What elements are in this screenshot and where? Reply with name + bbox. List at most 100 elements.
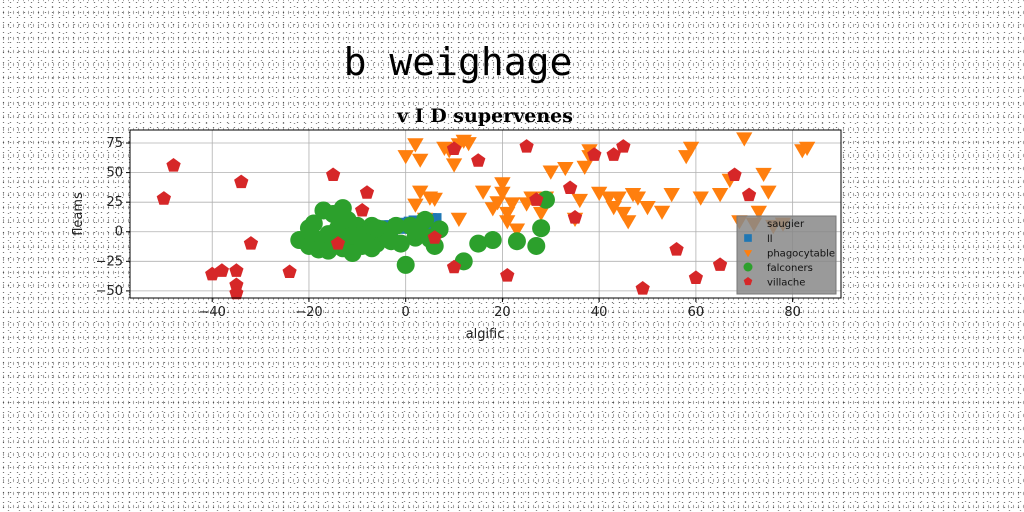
data-point [229,263,244,277]
data-point [639,201,656,216]
data-point [499,206,516,222]
legend-label: phagocytable [767,249,835,260]
x-tick-label: 60 [688,305,705,320]
data-point [446,259,462,274]
data-point [326,167,341,181]
data-point [529,192,544,206]
data-point [460,137,477,152]
series-villache [156,139,757,300]
data-point [282,264,297,278]
data-point [489,196,506,211]
data-point [156,191,171,205]
data-point [536,190,555,209]
y-tick-label: −25 [96,254,123,269]
legend-marker [743,262,753,272]
data-point [692,191,709,206]
data-point [519,139,534,153]
data-point [229,285,244,300]
data-point [755,167,772,182]
data-point [669,242,684,256]
legend-title: saugier [767,219,805,230]
data-point [567,210,583,224]
data-point [396,255,415,274]
data-point [214,263,229,277]
y-axis-label: fleams [71,192,86,236]
legend-marker [743,277,753,286]
legend-marker [743,250,753,258]
data-point [610,191,627,206]
data-point [446,141,462,155]
data-point [474,185,492,200]
data-point [450,212,468,227]
data-point [532,206,550,222]
data-point [760,185,777,200]
data-point [653,205,671,220]
x-axis-label: algific [466,327,505,342]
y-tick-label: −50 [96,284,123,299]
data-point [494,177,511,192]
data-point [427,230,442,244]
data-point [483,231,502,250]
data-point [471,153,486,167]
data-point [412,185,429,200]
chart-suptitle: b weighage [344,40,573,84]
data-point [508,223,526,238]
x-tick-label: 0 [402,305,410,320]
legend-label: falconers [767,263,813,274]
data-point [500,268,515,282]
legend-label: ll [767,234,773,245]
legend-marker [744,234,752,242]
x-tick-label: −20 [295,305,322,320]
data-point [616,139,631,153]
data-point [682,141,700,156]
data-point [727,167,742,181]
x-tick-label: 20 [494,305,511,320]
data-point [494,186,511,201]
data-point [750,205,767,220]
data-point [635,281,650,295]
data-point [591,186,608,201]
chart-title: v I D supervenes [396,105,573,127]
data-marks [156,132,816,300]
data-point [416,210,435,229]
data-point [620,215,637,230]
data-point [712,257,728,271]
data-point [330,236,346,250]
plot-frame [129,129,842,299]
data-point [542,165,559,180]
data-point [563,180,578,194]
y-axis: −50 −25 0 25 50 75 [96,136,130,299]
y-tick-label: 50 [106,166,123,181]
data-point [229,277,244,292]
data-point [557,162,574,177]
data-point [571,193,588,209]
y-tick-label: 0 [115,225,123,240]
data-point [663,188,680,203]
data-point [397,150,414,165]
data-point [736,132,753,147]
data-point [576,160,593,175]
data-point [742,187,757,202]
legend-label: villache [767,278,805,289]
data-point [426,192,443,207]
data-point [605,201,622,216]
x-tick-label: 80 [784,305,801,320]
data-point [391,234,410,253]
data-point [711,188,729,203]
data-point [445,158,463,173]
x-tick-label: −40 [199,305,226,320]
legend-box [736,215,837,295]
data-point [243,236,259,250]
x-tick-label: 40 [591,305,608,320]
legend: saugier ll phagocytable falconers villache [736,215,837,295]
data-point [355,203,370,217]
data-point [166,158,181,172]
data-point [629,191,646,206]
data-point [362,239,381,258]
data-point [367,219,386,238]
data-point [299,219,318,238]
data-point [387,216,406,235]
y-tick-label: 25 [106,195,123,210]
data-point [615,206,632,222]
